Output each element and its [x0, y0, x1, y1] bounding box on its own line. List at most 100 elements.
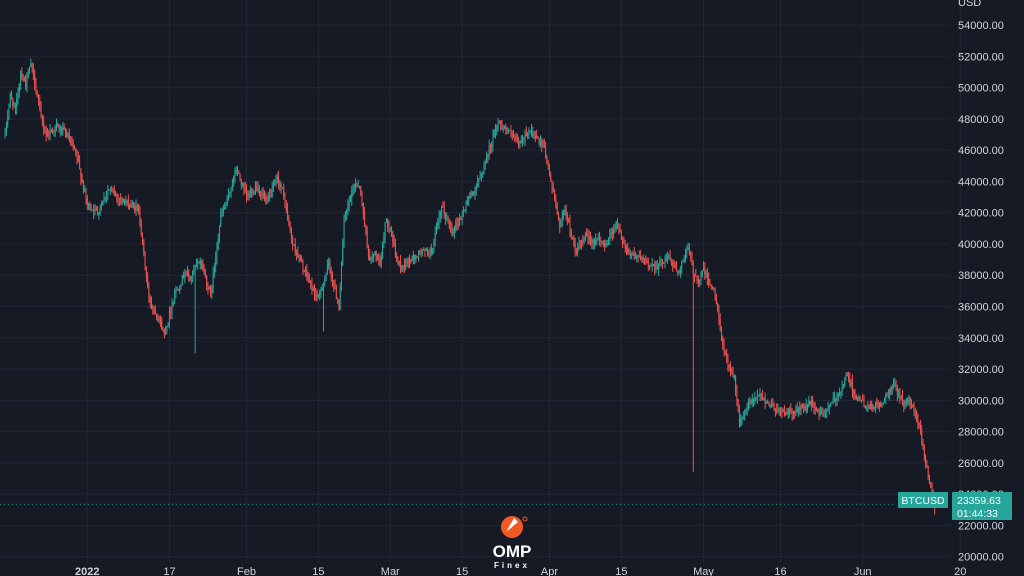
- candle-body: [90, 208, 92, 211]
- candle-body: [269, 195, 271, 199]
- candle-body: [875, 402, 877, 407]
- candle-body: [468, 198, 470, 200]
- candle-body: [316, 296, 318, 298]
- candle-body: [902, 396, 903, 403]
- candle-body: [887, 395, 889, 397]
- candle-body: [38, 95, 40, 102]
- candle-body: [40, 107, 42, 117]
- candle-body: [487, 154, 489, 157]
- candle-body: [595, 240, 597, 245]
- candle-body: [112, 189, 114, 192]
- candle-body: [615, 221, 617, 229]
- x-tick-label: Apr: [541, 566, 558, 576]
- candle-body: [433, 239, 435, 250]
- candle-body: [258, 188, 260, 194]
- candle-body: [527, 132, 529, 137]
- candle-body: [213, 266, 215, 273]
- candle-body: [380, 258, 382, 264]
- candle-body: [640, 256, 642, 260]
- candle-body: [656, 267, 658, 270]
- candle-body: [515, 137, 517, 140]
- candle-body: [36, 90, 38, 96]
- candle-body: [293, 244, 295, 246]
- y-tick-label: 34000.00: [958, 333, 1004, 345]
- candle-body: [566, 216, 568, 220]
- candle-body: [193, 269, 195, 272]
- candle-body: [79, 161, 81, 169]
- candle-body: [866, 407, 868, 409]
- candle-body: [893, 385, 895, 387]
- candle-body: [555, 199, 557, 206]
- candle-body: [208, 287, 210, 289]
- candle-body: [288, 218, 290, 224]
- candle-body: [356, 185, 358, 187]
- candle-body: [700, 276, 702, 280]
- candle-body: [303, 270, 305, 272]
- candle-body: [383, 236, 385, 243]
- candle-body: [410, 259, 412, 262]
- candle-body: [347, 205, 349, 210]
- candle-body: [462, 210, 464, 215]
- candle-body: [674, 266, 676, 268]
- x-tick-label: Jun: [854, 566, 872, 576]
- candle-body: [166, 325, 168, 333]
- candle-body: [12, 98, 14, 107]
- candle-body: [392, 232, 394, 242]
- candle-body: [484, 162, 486, 164]
- candle-body: [913, 405, 915, 412]
- candle-body: [726, 353, 728, 359]
- y-axis[interactable]: USD 20000.0022000.0024000.0026000.002800…: [958, 0, 1004, 564]
- candle-body: [333, 282, 335, 286]
- candle-body: [326, 265, 328, 273]
- candle-body: [884, 398, 886, 403]
- candle-body: [759, 394, 761, 396]
- candle-body: [810, 400, 812, 406]
- y-tick-label: 48000.00: [958, 114, 1004, 126]
- candle-body: [63, 128, 65, 130]
- candle-body: [840, 392, 842, 394]
- candle-body: [694, 273, 696, 276]
- candle-body: [914, 411, 916, 413]
- candle-body: [905, 401, 907, 403]
- candle-body: [717, 303, 719, 311]
- candle-body: [525, 133, 527, 137]
- candle-body: [819, 411, 821, 416]
- candle-body: [894, 384, 896, 386]
- candle-body: [403, 265, 405, 268]
- candle-body: [254, 187, 256, 192]
- candle-body: [483, 163, 485, 172]
- candle-body: [276, 176, 278, 179]
- price-tag: 23359.63 01:44:33: [952, 492, 1012, 520]
- candle-body: [103, 197, 105, 204]
- candle-body: [669, 256, 671, 261]
- candle-body: [822, 414, 824, 416]
- candle-body: [116, 194, 118, 197]
- candle-body: [301, 260, 303, 263]
- candle-body: [773, 406, 775, 410]
- candle-body: [278, 176, 280, 185]
- candle-body: [177, 289, 179, 291]
- candle-body: [67, 134, 69, 137]
- candle-body: [683, 257, 685, 261]
- candle-body: [754, 397, 756, 403]
- candle-body: [262, 193, 264, 196]
- candle-body: [583, 240, 585, 242]
- candle-body: [764, 397, 766, 404]
- candle-body: [477, 181, 479, 187]
- candle-body: [622, 238, 624, 244]
- candle-body: [22, 77, 24, 80]
- candle-body: [362, 202, 364, 215]
- candle-body: [749, 401, 751, 403]
- candle-body: [846, 375, 848, 377]
- candle-body: [47, 132, 48, 136]
- candle-body: [142, 233, 143, 240]
- candle-body: [127, 200, 129, 209]
- candle-body: [32, 66, 34, 74]
- candle-body: [642, 257, 644, 260]
- candle-body: [287, 209, 289, 219]
- x-axis[interactable]: 2022 17 Feb 15 Mar 15 Apr 15 May 16 Jun 20: [75, 566, 966, 576]
- candle-body: [315, 293, 317, 297]
- candle-body: [678, 271, 680, 273]
